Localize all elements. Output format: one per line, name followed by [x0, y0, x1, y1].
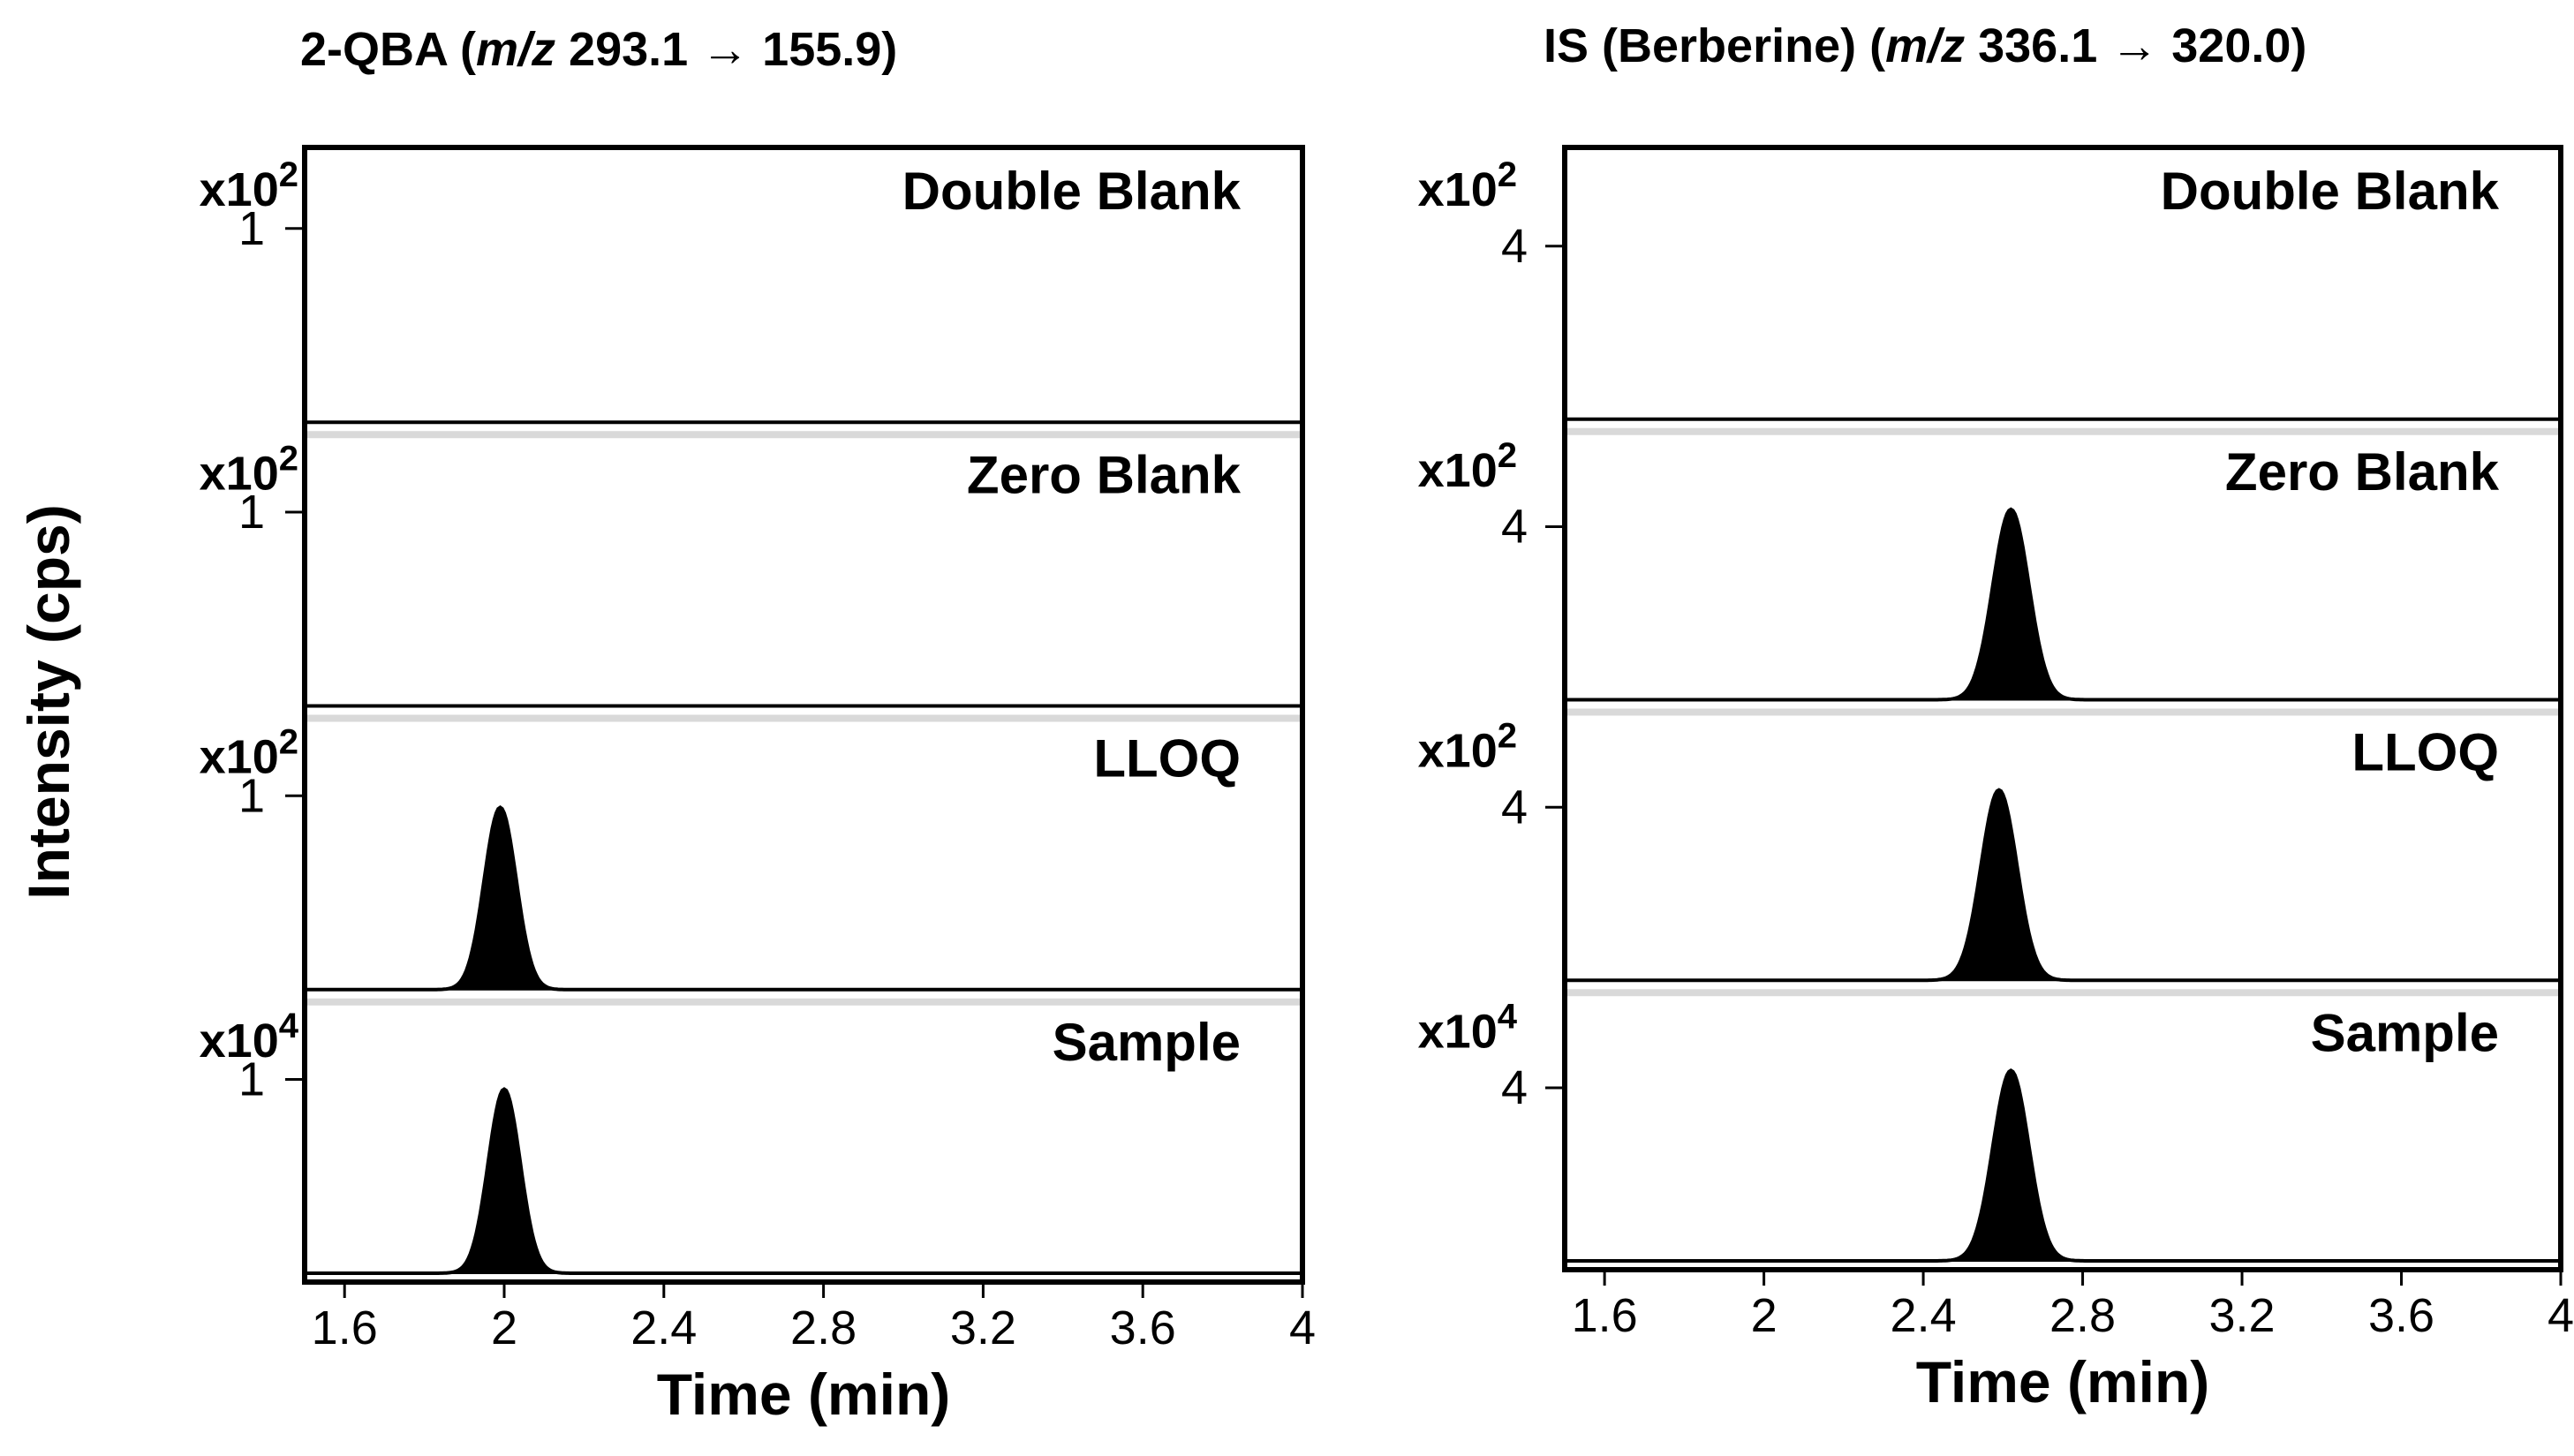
chart-title-rest: 336.1 → 320.0) [1965, 19, 2306, 72]
chart-title-text: IS (Berberine) ( [1544, 19, 1885, 72]
x-tick-label: 3.2 [950, 1301, 1016, 1354]
trace-line [305, 1087, 1302, 1275]
trace-label: Double Blank [902, 162, 1242, 221]
trace-line [1565, 788, 2561, 983]
y-multiplier: x102 [200, 723, 298, 784]
x-tick-label: 2.4 [1891, 1289, 1957, 1342]
y-multiplier-base: x10 [200, 163, 279, 216]
y-multiplier-base: x10 [200, 447, 279, 500]
y-multiplier: x102 [200, 155, 298, 216]
trace-line [1565, 507, 2561, 702]
trace-peak [1564, 788, 2562, 982]
y-tick-label: 4 [1501, 1061, 1528, 1114]
x-tick-label: 4 [1289, 1301, 1316, 1354]
trace-label: LLOQ [2351, 723, 2499, 782]
chart-title-italic: m/z [476, 23, 555, 76]
y-multiplier: x102 [1418, 155, 1517, 216]
x-tick-label: 2.8 [2049, 1289, 2116, 1342]
plot-frame [302, 145, 1305, 1285]
x-tick-label: 2.4 [630, 1301, 697, 1354]
y-tick-label: 1 [238, 202, 265, 255]
trace-label: Zero Blank [967, 445, 1242, 504]
y-tick-label: 4 [1501, 220, 1528, 273]
trace-label: Sample [1053, 1013, 1241, 1072]
plot-frame [1562, 145, 2563, 1272]
x-tick-label: 2.8 [790, 1301, 857, 1354]
chart-title-italic: m/z [1885, 19, 1965, 72]
y-multiplier-base: x10 [1418, 444, 1498, 497]
y-multiplier-exponent: 4 [279, 1007, 299, 1045]
x-tick-label: 4 [2548, 1289, 2574, 1342]
x-tick-label: 1.6 [1572, 1289, 1638, 1342]
x-tick-label: 3.2 [2209, 1289, 2276, 1342]
trace-label: LLOQ [1093, 729, 1241, 788]
trace-peak [1565, 1069, 2561, 1262]
x-tick-label: 1.6 [312, 1301, 378, 1354]
y-tick-label: 1 [238, 1053, 265, 1106]
x-axis-label: Time (min) [1916, 1349, 2209, 1415]
y-multiplier: x102 [1418, 717, 1517, 778]
x-tick-label: 3.6 [2368, 1289, 2434, 1342]
trace-peak [1565, 508, 2561, 701]
y-multiplier-exponent: 2 [1498, 717, 1517, 756]
x-axis-label: Time (min) [657, 1362, 950, 1427]
y-multiplier: x102 [1418, 436, 1517, 497]
y-multiplier: x102 [200, 439, 298, 500]
y-multiplier-base: x10 [200, 1015, 279, 1067]
trace-label: Sample [2311, 1003, 2499, 1062]
y-axis-label: Intensity (cps) [16, 504, 81, 899]
y-multiplier-exponent: 2 [1498, 155, 1517, 194]
chart-title: IS (Berberine) (m/z 336.1 → 320.0) [1544, 19, 2306, 72]
x-tick-label: 2 [491, 1301, 517, 1354]
y-multiplier-base: x10 [1418, 163, 1498, 216]
y-multiplier-exponent: 4 [1498, 997, 1518, 1036]
chart-title-rest: 293.1 → 155.9) [555, 23, 897, 76]
y-tick-label: 4 [1501, 781, 1528, 834]
y-multiplier: x104 [1418, 997, 1518, 1058]
y-multiplier-base: x10 [200, 731, 279, 784]
y-multiplier-exponent: 2 [279, 439, 298, 478]
chart-title-text: 2-QBA ( [300, 23, 476, 76]
y-multiplier: x104 [200, 1007, 299, 1067]
y-multiplier-exponent: 2 [279, 723, 298, 762]
trace-peak [304, 806, 1303, 991]
y-tick-label: 1 [238, 769, 265, 822]
y-multiplier-base: x10 [1418, 725, 1498, 778]
x-tick-label: 2 [1751, 1289, 1778, 1342]
y-multiplier-exponent: 2 [279, 155, 298, 194]
trace-line [305, 805, 1302, 992]
trace-line [1565, 1068, 2561, 1263]
y-multiplier-exponent: 2 [1498, 436, 1517, 475]
chart-title: 2-QBA (m/z 293.1 → 155.9) [300, 23, 897, 76]
y-tick-label: 1 [238, 486, 265, 539]
x-tick-label: 3.6 [1110, 1301, 1176, 1354]
y-tick-label: 4 [1501, 501, 1528, 554]
trace-peak [305, 1088, 1302, 1274]
trace-label: Zero Blank [2225, 442, 2500, 502]
y-multiplier-base: x10 [1418, 1005, 1498, 1058]
trace-label: Double Blank [2161, 162, 2500, 221]
